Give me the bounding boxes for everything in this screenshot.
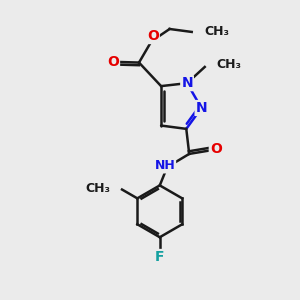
Text: F: F [155,250,164,264]
Text: NH: NH [154,160,175,172]
Text: O: O [147,29,159,43]
Text: N: N [181,76,193,90]
Text: CH₃: CH₃ [204,26,229,38]
Text: CH₃: CH₃ [86,182,111,195]
Text: N: N [196,101,207,115]
Text: CH₃: CH₃ [216,58,241,70]
Text: O: O [210,142,222,156]
Text: O: O [107,55,119,69]
